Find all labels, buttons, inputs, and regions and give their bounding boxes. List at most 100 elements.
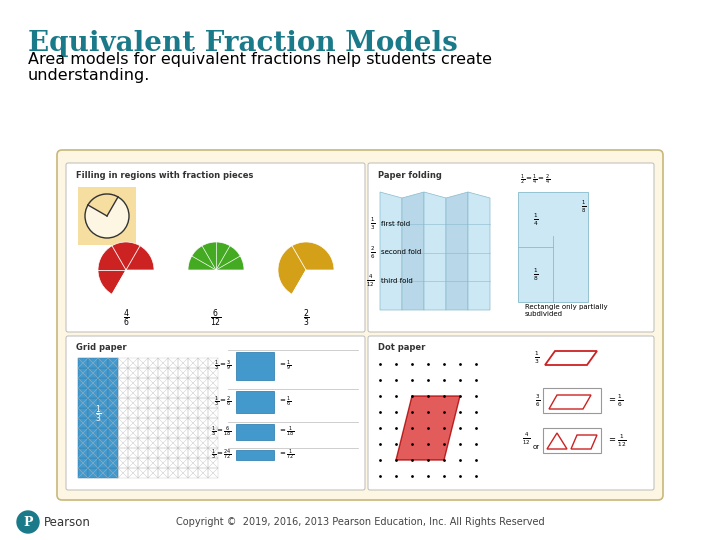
Text: $\frac{1}{8}$: $\frac{1}{8}$ [580,199,586,215]
Bar [148,458,158,468]
Bar [158,468,168,478]
Bar [148,428,158,438]
Bar [148,438,158,448]
Bar [138,368,148,378]
Bar [188,468,198,478]
Bar [188,448,198,458]
Circle shape [85,194,129,238]
Bar [543,388,601,413]
Bar [178,448,188,458]
Text: or: or [533,444,540,450]
Bar [198,458,208,468]
Text: $\frac{4}{6}$: $\frac{4}{6}$ [122,308,130,329]
Bar [98,428,108,438]
Bar [108,358,118,368]
Bar [78,418,88,428]
Bar [178,418,188,428]
Bar [178,398,188,408]
Bar [98,388,108,398]
Bar [148,448,158,458]
Bar [88,368,98,378]
Bar [98,448,108,458]
Bar [188,438,198,448]
Bar [98,438,108,448]
Bar [188,428,198,438]
Bar [108,458,118,468]
Bar [98,468,108,478]
Bar [78,468,88,478]
Bar [78,448,88,458]
Text: $\frac{1}{3}=\frac{3}{9}$: $\frac{1}{3}=\frac{3}{9}$ [215,359,232,373]
Bar [108,418,118,428]
Text: second fold: second fold [381,249,421,255]
Text: $\frac{1}{3}$: $\frac{1}{3}$ [94,403,102,425]
Bar [98,438,108,448]
Bar [188,458,198,468]
Bar [78,428,88,438]
Bar [78,388,88,398]
Bar [178,378,188,388]
Bar [88,428,98,438]
Bar [118,388,128,398]
Bar [168,468,178,478]
Bar [128,458,138,468]
Bar [78,378,88,388]
Bar [98,458,108,468]
Bar [108,368,118,378]
Polygon shape [396,396,460,460]
Bar [168,428,178,438]
Text: $\frac{1}{3}=\frac{6}{18}$: $\frac{1}{3}=\frac{6}{18}$ [211,425,232,439]
Bar [188,398,198,408]
Bar [198,428,208,438]
Bar [208,458,218,468]
Bar [178,408,188,418]
Bar [168,458,178,468]
Bar [118,368,128,378]
Bar [98,448,108,458]
Bar [88,438,98,448]
Bar [78,388,88,398]
Text: $\frac{3}{6}$: $\frac{3}{6}$ [535,393,540,409]
Text: Area models for equivalent fractions help students create: Area models for equivalent fractions hel… [28,52,492,67]
Bar [148,468,158,478]
FancyBboxPatch shape [368,163,654,332]
Text: first fold: first fold [381,221,410,227]
Bar [236,352,274,380]
Bar [78,378,88,388]
Bar [138,448,148,458]
Bar [208,428,218,438]
Bar [88,458,98,468]
Bar [158,458,168,468]
Bar [128,368,138,378]
Bar [88,438,98,448]
Bar [148,378,158,388]
Bar [158,358,168,368]
Bar [78,408,88,418]
Bar [188,368,198,378]
Bar [188,408,198,418]
Text: understanding.: understanding. [28,68,150,83]
Text: $\frac{1}{3}=\frac{24}{72}$: $\frac{1}{3}=\frac{24}{72}$ [211,448,232,462]
Bar [118,438,128,448]
Bar [98,408,108,418]
Bar [138,438,148,448]
Bar [108,428,118,438]
Bar [138,468,148,478]
Bar [108,468,118,478]
Text: Paper folding: Paper folding [378,171,442,180]
Bar [178,468,188,478]
FancyBboxPatch shape [57,150,663,500]
Bar [208,418,218,428]
Text: $\frac{2}{6}$: $\frac{2}{6}$ [369,245,375,261]
Text: Pearson: Pearson [44,516,91,529]
Text: third fold: third fold [381,278,413,284]
Bar [108,438,118,448]
Bar [98,388,108,398]
Text: Dot paper: Dot paper [378,343,426,352]
Bar [78,458,88,468]
Bar [148,358,158,368]
Bar [118,428,128,438]
Bar [88,398,98,408]
Bar [108,468,118,478]
Bar [198,378,208,388]
